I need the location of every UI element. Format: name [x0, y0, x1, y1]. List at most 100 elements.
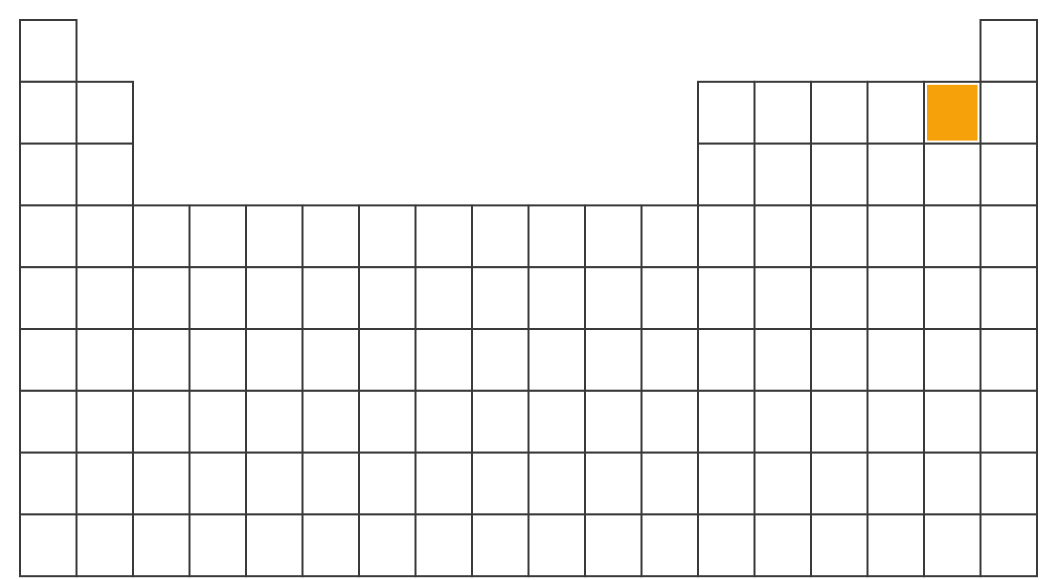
element-cell-p2-g15	[810, 80, 869, 145]
element-cell-p8-g9	[471, 451, 530, 516]
element-cell-p8-g5	[245, 451, 304, 516]
element-cell-p9-g1	[19, 513, 78, 578]
element-cell-p7-g11	[584, 389, 643, 454]
element-cell-p7-g2	[75, 389, 134, 454]
element-cell-p4-g3	[132, 204, 191, 269]
element-cell-p1-g1	[19, 19, 78, 83]
element-cell-p7-g5	[245, 389, 304, 454]
element-cell-p7-g6	[301, 389, 360, 454]
element-cell-p4-g12	[640, 204, 699, 269]
element-cell-p5-g13	[697, 266, 756, 331]
element-cell-p9-g13	[697, 513, 756, 578]
element-cell-p6-g7	[358, 328, 417, 392]
element-cell-p6-g6	[301, 328, 360, 392]
element-cell-p3-g14	[753, 142, 812, 207]
element-cell-p8-g4	[188, 451, 247, 516]
element-cell-p8-g3	[132, 451, 191, 516]
element-cell-p2-g14	[753, 80, 812, 145]
element-cell-p3-g18	[979, 142, 1038, 207]
element-cell-p6-g15	[810, 328, 869, 392]
element-cell-p3-g2	[75, 142, 134, 207]
element-cell-p9-g9	[471, 513, 530, 578]
element-cell-p7-g1	[19, 389, 78, 454]
element-cell-p2-g2	[75, 80, 134, 145]
cell-layer	[19, 19, 1038, 578]
element-cell-p7-g9	[471, 389, 530, 454]
element-cell-p7-g7	[358, 389, 417, 454]
element-cell-p6-g14	[753, 328, 812, 392]
element-cell-p4-g11	[584, 204, 643, 269]
element-cell-p6-g13	[697, 328, 756, 392]
element-cell-p8-g12	[640, 451, 699, 516]
element-cell-p6-g18	[979, 328, 1038, 392]
element-cell-p1-g18	[979, 19, 1038, 83]
element-cell-p5-g1	[19, 266, 78, 331]
element-cell-p2-g1	[19, 80, 78, 145]
element-cell-p5-g16	[866, 266, 925, 331]
element-cell-p5-g2	[75, 266, 134, 331]
element-cell-p6-g4	[188, 328, 247, 392]
element-cell-p9-g3	[132, 513, 191, 578]
element-cell-p5-g15	[810, 266, 869, 331]
element-cell-p5-g17	[923, 266, 982, 331]
element-cell-p6-g3	[132, 328, 191, 392]
element-cell-p3-g17	[923, 142, 982, 207]
element-cell-p4-g16	[866, 204, 925, 269]
element-cell-p5-g12	[640, 266, 699, 331]
element-cell-p4-g18	[979, 204, 1038, 269]
element-cell-p8-g18	[979, 451, 1038, 516]
element-cell-p6-g8	[414, 328, 473, 392]
element-cell-p7-g14	[753, 389, 812, 454]
element-cell-p6-g11	[584, 328, 643, 392]
element-cell-p2-g16	[866, 80, 925, 145]
element-cell-p4-g8	[414, 204, 473, 269]
element-cell-p8-g8	[414, 451, 473, 516]
element-cell-p5-g5	[245, 266, 304, 331]
element-cell-p2-g13	[697, 80, 756, 145]
element-cell-p9-g4	[188, 513, 247, 578]
element-cell-p6-g10	[527, 328, 586, 392]
element-cell-p6-g17	[923, 328, 982, 392]
element-cell-p9-g17	[923, 513, 982, 578]
element-cell-p5-g11	[584, 266, 643, 331]
element-cell-p7-g3	[132, 389, 191, 454]
element-cell-p9-g15	[810, 513, 869, 578]
element-cell-p8-g11	[584, 451, 643, 516]
element-cell-p5-g10	[527, 266, 586, 331]
element-cell-p9-g18	[979, 513, 1038, 578]
element-cell-p6-g12	[640, 328, 699, 392]
element-cell-p4-g2	[75, 204, 134, 269]
element-cell-p6-g16	[866, 328, 925, 392]
element-cell-p2-g18	[979, 80, 1038, 145]
element-cell-p5-g7	[358, 266, 417, 331]
element-cell-p4-g1	[19, 204, 78, 269]
element-cell-p9-g10	[527, 513, 586, 578]
element-cell-p3-g13	[697, 142, 756, 207]
element-cell-p8-g6	[301, 451, 360, 516]
element-cell-p5-g3	[132, 266, 191, 331]
element-cell-p4-g5	[245, 204, 304, 269]
element-cell-p9-g5	[245, 513, 304, 578]
element-cell-p7-g16	[866, 389, 925, 454]
element-cell-p7-g18	[979, 389, 1038, 454]
element-cell-p6-g1	[19, 328, 78, 392]
element-cell-p4-g4	[188, 204, 247, 269]
element-cell-p6-g2	[75, 328, 134, 392]
element-cell-p9-g6	[301, 513, 360, 578]
element-cell-p5-g6	[301, 266, 360, 331]
element-cell-p4-g9	[471, 204, 530, 269]
highlighted-element-cell	[927, 84, 978, 141]
element-cell-p4-g17	[923, 204, 982, 269]
element-cell-p9-g8	[414, 513, 473, 578]
element-cell-p5-g18	[979, 266, 1038, 331]
element-cell-p7-g13	[697, 389, 756, 454]
element-cell-p7-g10	[527, 389, 586, 454]
element-cell-p6-g5	[245, 328, 304, 392]
element-cell-p9-g2	[75, 513, 134, 578]
element-cell-p8-g17	[923, 451, 982, 516]
element-cell-p9-g7	[358, 513, 417, 578]
element-cell-p7-g12	[640, 389, 699, 454]
element-cell-p8-g2	[75, 451, 134, 516]
element-cell-p8-g13	[697, 451, 756, 516]
element-cell-p7-g17	[923, 389, 982, 454]
